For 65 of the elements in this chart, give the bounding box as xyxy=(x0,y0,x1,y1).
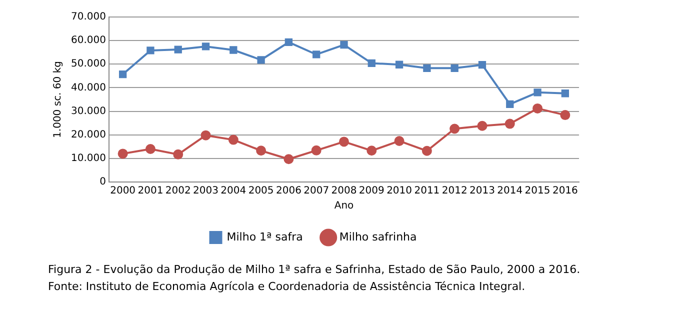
y-tick-label: 20.000 xyxy=(70,129,106,140)
point xyxy=(478,61,486,69)
x-tick-label: 2005 xyxy=(248,186,274,197)
point xyxy=(228,134,238,145)
y-axis-title: 1.000 sc. 60 kg xyxy=(52,61,64,138)
point xyxy=(395,60,404,68)
point xyxy=(284,38,293,46)
x-tick-label: 2015 xyxy=(524,186,550,197)
x-tick-label: 2008 xyxy=(331,186,357,197)
point xyxy=(450,124,460,134)
point xyxy=(450,64,458,72)
point xyxy=(284,154,294,164)
y-tick-label: 70.000 xyxy=(70,12,106,23)
x-tick-label: 2009 xyxy=(358,186,384,197)
y-tick-label: 0 xyxy=(100,176,106,188)
source-note: Fonte: Instituto de Economia Agrícola e Coordenadoria de Assistência Técnica Integral. xyxy=(48,279,526,295)
point xyxy=(173,149,184,160)
text: Figura 2 - Evolução da Produção de Milho 1ª safra e Safrinha, Estado de São Paulo, 2000 a 2016. xyxy=(48,262,582,278)
x-tick-label: 2000 xyxy=(110,186,136,197)
x-tick-label: 2006 xyxy=(276,186,302,197)
point xyxy=(506,100,514,108)
point xyxy=(532,103,543,114)
x-tick-label: 2004 xyxy=(220,186,246,197)
point xyxy=(534,88,542,96)
y-tick-label: 60.000 xyxy=(70,35,106,46)
y-tick-label: 10.000 xyxy=(70,153,106,164)
point xyxy=(145,144,156,154)
x-axis-title: Ano xyxy=(334,200,354,212)
point xyxy=(174,46,182,54)
y-tick-label: 30.000 xyxy=(70,106,106,117)
point xyxy=(202,42,210,50)
point xyxy=(423,64,431,72)
point xyxy=(340,40,348,49)
x-tick-label: 2002 xyxy=(165,186,191,197)
point xyxy=(200,130,211,140)
point xyxy=(256,146,266,156)
point xyxy=(366,146,377,156)
point xyxy=(561,90,570,98)
point xyxy=(230,46,238,54)
x-tick-label: 2007 xyxy=(304,186,330,197)
point xyxy=(422,146,432,156)
x-tick-label: 2003 xyxy=(193,186,218,197)
x-tick-label: 2013 xyxy=(470,186,495,197)
point xyxy=(504,118,515,129)
point xyxy=(560,110,570,120)
point xyxy=(338,136,349,147)
point xyxy=(312,50,320,58)
x-tick-label: 2016 xyxy=(552,186,578,197)
x-tick-label: 2014 xyxy=(497,186,523,197)
x-tick-label: 2001 xyxy=(138,186,164,197)
legend-label: Milho 1ª safra xyxy=(226,230,303,244)
point xyxy=(368,59,376,68)
y-tick-label: 50.000 xyxy=(70,58,106,70)
point xyxy=(477,120,488,131)
point xyxy=(311,145,322,156)
x-tick-label: 2011 xyxy=(414,186,440,197)
point xyxy=(118,70,127,78)
point xyxy=(118,148,128,159)
point xyxy=(394,136,404,146)
point xyxy=(146,46,154,54)
x-tick-label: 2012 xyxy=(442,186,468,197)
point xyxy=(257,56,265,64)
x-tick-label: 2010 xyxy=(386,186,412,197)
legend-label: Milho safrinha xyxy=(339,230,417,244)
y-tick-label: 40.000 xyxy=(70,82,106,94)
